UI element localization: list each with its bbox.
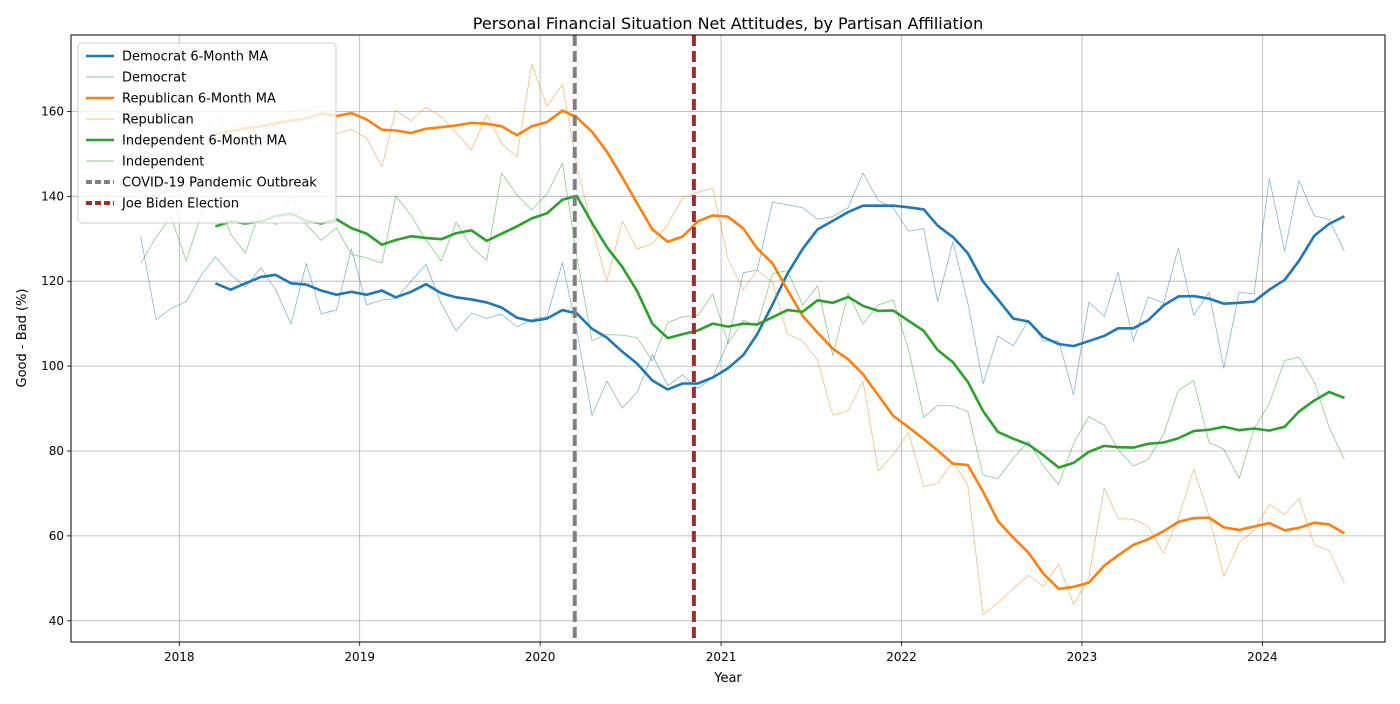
- legend-label: Independent 6-Month MA: [122, 134, 287, 149]
- y-axis-ticks: 40 60 80 100 120 140 160: [41, 104, 71, 628]
- y-tick-label: 60: [49, 529, 64, 543]
- democrat-6-month-ma-line: [214, 204, 1346, 391]
- independent-line: [140, 162, 1345, 485]
- legend-label: Joe Biden Election: [121, 197, 239, 212]
- legend-label: COVID-19 Pandemic Outbreak: [122, 176, 317, 191]
- chart-title: Personal Financial Situation Net Attitud…: [473, 14, 983, 33]
- y-tick-label: 160: [41, 104, 64, 118]
- legend-label: Republican 6-Month MA: [122, 92, 276, 107]
- y-tick-label: 100: [41, 359, 64, 373]
- republican-line: [140, 63, 1345, 616]
- legend: Democrat 6-Month MA Democrat Republican 6-…: [77, 42, 337, 224]
- democrat-line: [140, 172, 1345, 417]
- x-axis-label: Year: [713, 671, 742, 686]
- legend-label: Democrat 6-Month MA: [122, 50, 268, 65]
- grid-lines: [71, 35, 1385, 642]
- x-tick-label: 2022: [886, 650, 917, 664]
- x-tick-label: 2020: [525, 650, 556, 664]
- x-axis-ticks: 2018 2019 2020 2021 2022 2023 2024: [164, 642, 1278, 664]
- independent-6-month-ma-line: [214, 194, 1345, 469]
- legend-label: Republican: [122, 113, 194, 128]
- plot-area-frame: [70, 34, 1386, 643]
- y-tick-label: 140: [41, 189, 64, 203]
- x-tick-label: 2019: [344, 650, 375, 664]
- x-tick-label: 2023: [1067, 650, 1098, 664]
- legend-label: Independent: [122, 155, 204, 170]
- x-tick-label: 2024: [1247, 650, 1278, 664]
- legend-box: [77, 42, 337, 224]
- x-tick-label: 2021: [706, 650, 737, 664]
- republican-6-month-ma-line: [215, 109, 1346, 591]
- series-lines: [140, 35, 1346, 642]
- y-axis-label: Good - Bad (%): [15, 289, 30, 388]
- legend-label: Democrat: [122, 71, 186, 86]
- y-tick-label: 120: [41, 274, 64, 288]
- y-tick-label: 40: [49, 614, 64, 628]
- x-tick-label: 2018: [164, 650, 195, 664]
- y-tick-label: 80: [49, 444, 64, 458]
